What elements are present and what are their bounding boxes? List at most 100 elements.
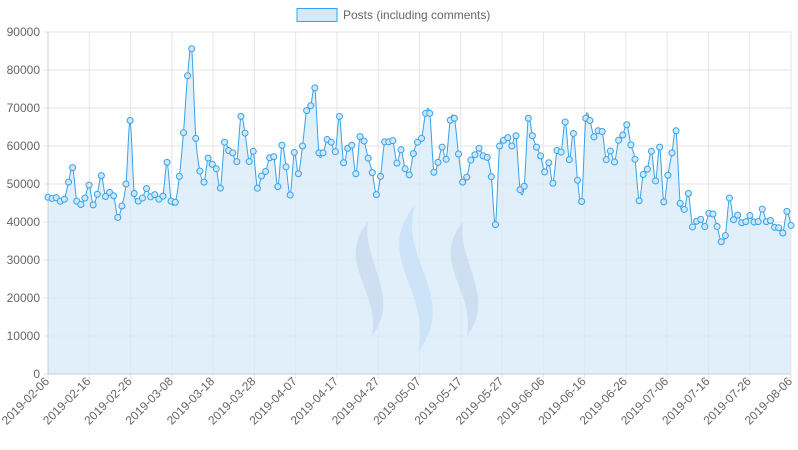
data-point[interactable] xyxy=(487,173,495,181)
data-point[interactable] xyxy=(557,148,565,156)
data-point[interactable] xyxy=(746,212,754,220)
data-point[interactable] xyxy=(610,158,618,166)
data-point[interactable] xyxy=(352,170,360,178)
data-point[interactable] xyxy=(442,155,450,163)
data-point[interactable] xyxy=(643,165,651,173)
data-point[interactable] xyxy=(471,151,479,159)
data-point[interactable] xyxy=(520,182,528,190)
data-point[interactable] xyxy=(635,197,643,205)
data-point[interactable] xyxy=(290,148,298,156)
data-point[interactable] xyxy=(286,191,294,199)
data-point[interactable] xyxy=(537,152,545,160)
data-point[interactable] xyxy=(730,216,738,224)
data-point[interactable] xyxy=(615,136,623,144)
data-point[interactable] xyxy=(118,202,126,210)
data-point[interactable] xyxy=(274,183,282,191)
data-point[interactable] xyxy=(725,194,733,202)
data-point[interactable] xyxy=(627,141,635,149)
data-point[interactable] xyxy=(208,160,216,168)
data-point[interactable] xyxy=(237,112,245,120)
data-point[interactable] xyxy=(684,190,692,197)
data-point[interactable] xyxy=(606,147,614,155)
data-point[interactable] xyxy=(204,154,212,162)
data-point[interactable] xyxy=(97,172,105,180)
data-point[interactable] xyxy=(60,195,68,203)
data-point[interactable] xyxy=(713,223,721,231)
data-point[interactable] xyxy=(496,142,504,150)
data-point[interactable] xyxy=(438,143,446,151)
data-point[interactable] xyxy=(623,121,631,129)
data-point[interactable] xyxy=(335,112,343,120)
data-point[interactable] xyxy=(528,132,536,140)
data-point[interactable] xyxy=(532,143,540,151)
data-point[interactable] xyxy=(159,192,167,200)
data-point[interactable] xyxy=(783,207,791,215)
data-point[interactable] xyxy=(590,133,598,141)
data-point[interactable] xyxy=(303,107,311,115)
data-point[interactable] xyxy=(565,156,573,164)
data-point[interactable] xyxy=(93,190,101,198)
data-point[interactable] xyxy=(175,172,183,180)
data-point[interactable] xyxy=(397,146,405,154)
data-point[interactable] xyxy=(426,109,434,117)
data-point[interactable] xyxy=(717,238,725,246)
data-point[interactable] xyxy=(130,190,138,197)
data-point[interactable] xyxy=(405,171,413,179)
data-point[interactable] xyxy=(409,150,417,158)
data-point[interactable] xyxy=(360,137,368,145)
data-point[interactable] xyxy=(787,221,795,229)
data-point[interactable] xyxy=(524,114,532,122)
data-point[interactable] xyxy=(721,232,729,240)
data-point[interactable] xyxy=(504,134,512,142)
data-point[interactable] xyxy=(483,153,491,161)
data-point[interactable] xyxy=(463,173,471,181)
data-point[interactable] xyxy=(85,181,93,189)
data-point[interactable] xyxy=(578,197,586,205)
data-point[interactable] xyxy=(377,172,384,180)
data-point[interactable] xyxy=(467,156,475,164)
data-point[interactable] xyxy=(541,168,549,176)
data-point[interactable] xyxy=(200,178,208,186)
data-point[interactable] xyxy=(241,129,249,137)
data-point[interactable] xyxy=(151,191,159,199)
data-point[interactable] xyxy=(299,142,307,150)
data-point[interactable] xyxy=(340,159,348,167)
legend-swatch[interactable] xyxy=(296,8,338,22)
data-point[interactable] xyxy=(216,184,224,192)
data-point[interactable] xyxy=(257,172,265,180)
data-point[interactable] xyxy=(734,211,742,219)
data-point[interactable] xyxy=(294,170,302,178)
data-point[interactable] xyxy=(652,177,660,185)
data-point[interactable] xyxy=(434,158,442,166)
data-point[interactable] xyxy=(184,72,192,80)
data-point[interactable] xyxy=(766,216,774,224)
data-point[interactable] xyxy=(680,205,688,213)
data-point[interactable] xyxy=(188,45,196,53)
data-point[interactable] xyxy=(192,134,200,142)
data-point[interactable] xyxy=(545,159,553,167)
data-point[interactable] xyxy=(512,132,520,140)
data-point[interactable] xyxy=(742,218,750,226)
data-point[interactable] xyxy=(212,165,220,173)
data-point[interactable] xyxy=(664,171,672,179)
data-point[interactable] xyxy=(758,205,766,213)
data-point[interactable] xyxy=(647,147,655,155)
data-point[interactable] xyxy=(163,158,171,166)
data-point[interactable] xyxy=(249,147,257,155)
data-point[interactable] xyxy=(372,191,380,199)
data-point[interactable] xyxy=(229,149,237,157)
data-point[interactable] xyxy=(364,154,372,162)
data-point[interactable] xyxy=(701,223,709,231)
data-point[interactable] xyxy=(569,129,577,137)
data-point[interactable] xyxy=(122,180,130,188)
data-point[interactable] xyxy=(126,117,134,125)
data-point[interactable] xyxy=(688,223,696,231)
data-point[interactable] xyxy=(270,153,278,161)
data-point[interactable] xyxy=(598,128,606,136)
data-point[interactable] xyxy=(775,224,783,232)
data-point[interactable] xyxy=(491,221,499,229)
data-point[interactable] xyxy=(262,167,270,175)
data-point[interactable] xyxy=(77,201,85,209)
data-point[interactable] xyxy=(69,164,77,172)
data-point[interactable] xyxy=(278,141,286,149)
